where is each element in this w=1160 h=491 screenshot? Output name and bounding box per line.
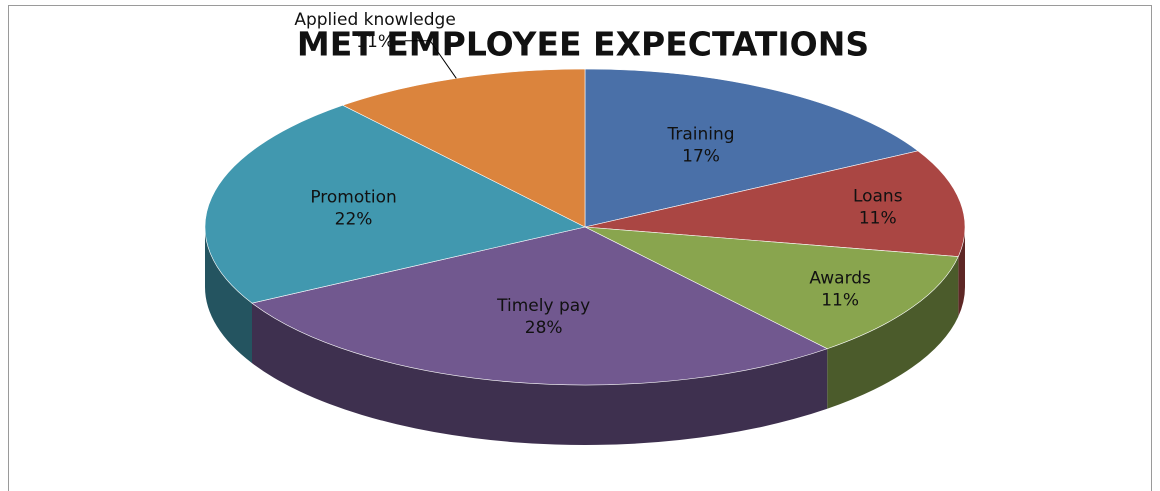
slice-label: Training	[667, 124, 735, 144]
slice	[584, 68, 919, 228]
slice-side	[958, 227, 965, 317]
chart-title: MET EMPLOYEE EXPECTATIONS	[297, 25, 869, 64]
slice-label: Applied knowledge	[294, 10, 455, 30]
slice-side	[252, 303, 828, 445]
slice	[251, 226, 828, 386]
slice-value-label: 17%	[682, 146, 720, 166]
slice	[584, 150, 966, 257]
leader-line	[405, 40, 457, 79]
slice-value-label: 22%	[335, 210, 373, 230]
slice	[204, 104, 586, 304]
slice-value-label: 11%	[859, 209, 897, 229]
slice-side	[827, 256, 959, 409]
slice-side	[205, 227, 253, 364]
chart-frame	[8, 5, 1152, 491]
slice	[342, 68, 586, 228]
slice	[584, 226, 959, 350]
slice-label: Timely pay	[496, 296, 590, 316]
slice-value-label: 11%	[821, 291, 859, 311]
slice-value-label: 11%	[356, 32, 394, 52]
slice-label: Awards	[809, 269, 871, 289]
slice-label: Loans	[853, 187, 903, 207]
slice-value-label: 28%	[525, 318, 563, 338]
slice-label: Promotion	[310, 188, 397, 208]
